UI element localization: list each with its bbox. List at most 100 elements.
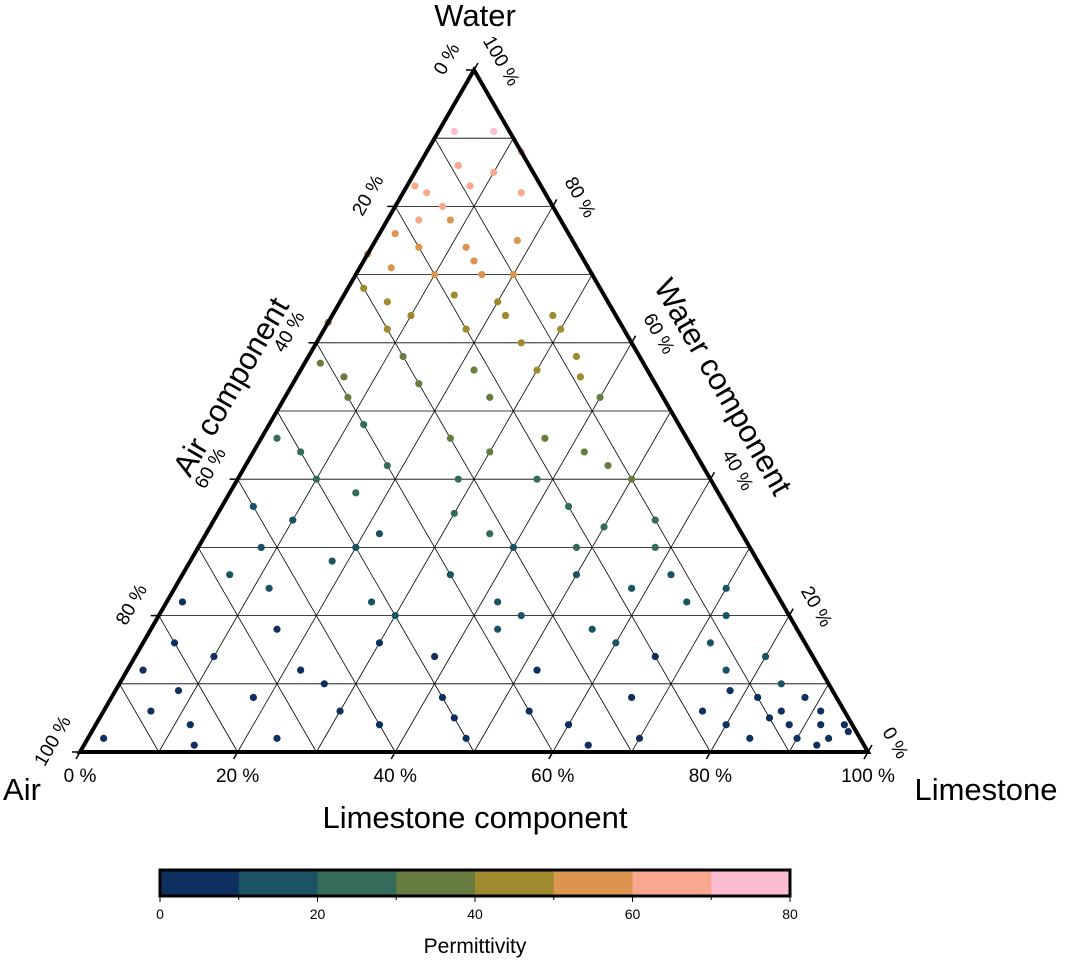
data-point: [588, 625, 596, 633]
tick-label-bottom: 100 %: [841, 766, 895, 787]
data-point: [450, 291, 458, 299]
data-point: [438, 693, 447, 702]
tick-label-bottom: 0 %: [64, 766, 97, 787]
data-point: [100, 734, 108, 742]
grid-line-limestone: [788, 683, 829, 753]
data-point: [817, 721, 825, 729]
tick-label-bottom: 80 %: [689, 766, 732, 787]
data-point: [576, 373, 584, 381]
data-point: [486, 393, 494, 401]
data-point: [352, 489, 360, 497]
data-point: [375, 530, 384, 538]
data-point: [746, 734, 754, 742]
data-point: [470, 257, 478, 265]
tick-label-right: 20 %: [796, 583, 836, 631]
data-point: [541, 434, 549, 442]
data-points: [100, 127, 852, 749]
colorbar-tick-label: 0: [156, 906, 164, 922]
data-point: [517, 339, 525, 347]
data-point: [600, 523, 608, 531]
triangle-frame: [76, 66, 872, 754]
grid-line-limestone: [631, 547, 751, 753]
tick-mark-right: [473, 62, 479, 71]
grid-line-air: [355, 274, 632, 753]
data-point: [478, 271, 486, 279]
data-point: [462, 734, 470, 742]
colorbar-swatch: [238, 870, 318, 896]
colorbar-tick-label: 80: [782, 906, 798, 922]
colorbar: 0 20 40 60 80: [156, 868, 798, 922]
data-point: [360, 421, 368, 429]
colorbar-swatch: [160, 870, 240, 896]
data-point: [533, 366, 541, 374]
data-point: [494, 625, 502, 633]
data-point: [525, 707, 533, 715]
data-point: [628, 475, 636, 483]
data-point: [549, 311, 557, 320]
colorbar-tick-label: 40: [467, 906, 483, 922]
colorbar-swatch: [632, 870, 712, 896]
data-point: [462, 325, 470, 333]
data-point: [273, 734, 281, 742]
data-point: [628, 693, 636, 702]
data-point: [186, 721, 194, 729]
data-point: [825, 734, 833, 742]
data-point: [415, 380, 423, 388]
data-point: [785, 721, 793, 729]
data-point: [367, 598, 376, 606]
data-point: [454, 475, 462, 483]
tick-label-left: 80 %: [112, 581, 152, 629]
data-point: [501, 311, 510, 320]
data-point: [190, 741, 198, 749]
data-point: [722, 612, 730, 620]
vertex-label-right: Limestone: [914, 772, 1057, 807]
tick-mark-bottom: [232, 751, 239, 760]
data-point: [170, 639, 179, 647]
data-point: [450, 509, 458, 517]
data-point: [596, 393, 604, 401]
data-point: [336, 707, 344, 715]
data-point: [411, 182, 419, 190]
tick-label-bottom: 60 %: [531, 766, 574, 787]
vertex-label-left: Air: [3, 772, 41, 807]
data-point: [533, 475, 541, 483]
data-point: [572, 543, 581, 552]
data-point: [450, 127, 458, 135]
tick-label-right: 100 %: [478, 33, 523, 90]
data-point: [360, 284, 368, 292]
data-point: [572, 571, 581, 579]
data-point: [494, 298, 502, 306]
data-point: [761, 652, 770, 661]
tick-mark-right: [709, 471, 716, 480]
data-point: [726, 687, 734, 695]
grid-line-air: [119, 683, 160, 753]
grid-line-air: [237, 478, 396, 753]
data-point: [415, 216, 423, 224]
data-point: [249, 693, 257, 702]
data-point: [513, 236, 521, 245]
data-point: [454, 161, 462, 170]
tick-mark-right: [867, 744, 873, 753]
data-point: [683, 598, 691, 606]
tick-mark-bottom: [548, 751, 554, 760]
grid-line-air: [197, 547, 317, 753]
data-point: [383, 325, 391, 333]
data-point: [722, 584, 730, 592]
data-point: [817, 707, 825, 715]
tick-mark-right: [788, 608, 794, 616]
data-point: [509, 543, 517, 552]
data-point: [722, 666, 730, 674]
data-point: [793, 734, 801, 742]
data-point: [423, 189, 431, 197]
data-point: [415, 243, 423, 251]
data-point: [844, 727, 852, 736]
data-point: [564, 721, 573, 729]
data-point: [572, 352, 581, 361]
data-point: [265, 584, 273, 592]
tick-labels: 0 %0 %0 %20 %20 %20 %40 %40 %40 %60 %60 …: [31, 33, 912, 787]
data-point: [628, 584, 636, 592]
data-point: [340, 373, 348, 381]
data-point: [667, 571, 675, 579]
colorbar-swatch: [475, 870, 555, 896]
tick-mark-bottom: [863, 751, 869, 760]
